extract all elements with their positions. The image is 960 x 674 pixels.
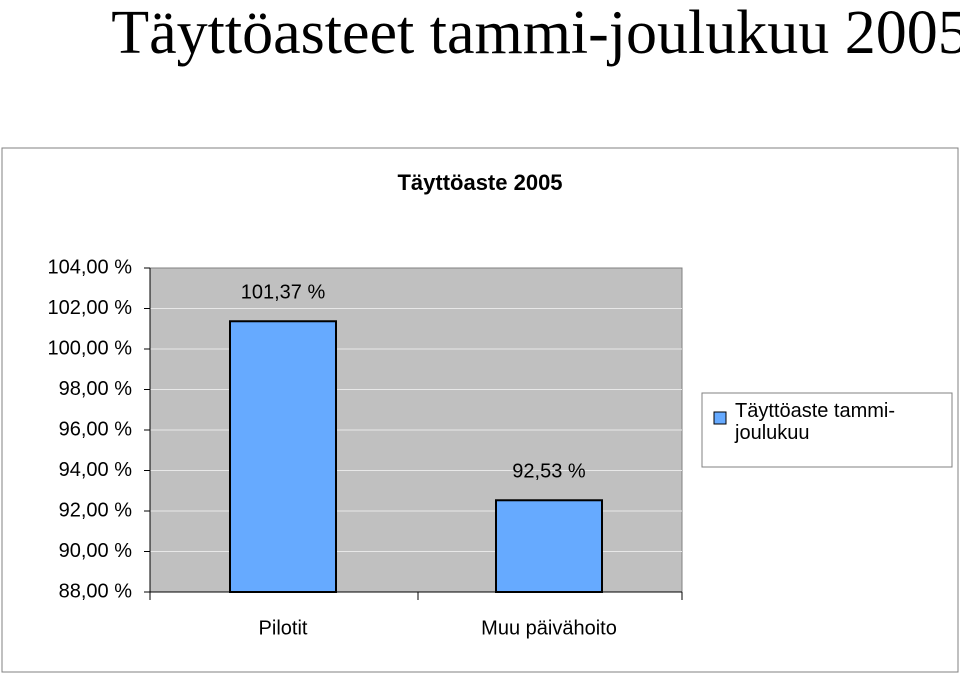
x-tick-label: Pilotit — [259, 617, 308, 639]
chart-title: Täyttöaste 2005 — [397, 170, 562, 195]
y-tick-label: 98,00 % — [59, 378, 133, 400]
y-tick-label: 90,00 % — [59, 540, 133, 562]
legend-swatch — [713, 411, 727, 425]
y-tick-label: 102,00 % — [47, 297, 132, 319]
page-title: Täyttöasteet tammi-joulukuu 2005 — [111, 0, 960, 67]
y-tick-label: 100,00 % — [47, 337, 132, 359]
legend-label: Täyttöaste tammi-joulukuu — [735, 400, 896, 444]
y-tick-label: 96,00 % — [59, 418, 133, 440]
data-label: 92,53 % — [512, 461, 586, 483]
bar — [495, 499, 603, 593]
y-tick-label: 94,00 % — [59, 459, 133, 481]
legend-box — [701, 392, 953, 468]
data-label: 101,37 % — [241, 282, 326, 304]
y-tick-label: 92,00 % — [59, 499, 133, 521]
bar — [229, 320, 337, 593]
x-tick-label: Muu päivähoito — [481, 617, 617, 639]
y-tick-label: 104,00 % — [47, 256, 132, 278]
y-tick-label: 88,00 % — [59, 580, 133, 602]
